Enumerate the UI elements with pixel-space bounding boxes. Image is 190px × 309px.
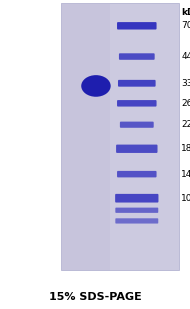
FancyBboxPatch shape xyxy=(115,208,158,213)
Text: 70: 70 xyxy=(181,21,190,30)
FancyBboxPatch shape xyxy=(117,171,157,177)
Text: 10: 10 xyxy=(181,194,190,203)
FancyBboxPatch shape xyxy=(115,218,158,223)
FancyBboxPatch shape xyxy=(117,100,157,107)
Text: 44: 44 xyxy=(181,52,190,61)
Text: 15% SDS-PAGE: 15% SDS-PAGE xyxy=(49,292,141,302)
Text: 33: 33 xyxy=(181,79,190,88)
Bar xyxy=(61,3,179,270)
Ellipse shape xyxy=(81,75,111,97)
FancyBboxPatch shape xyxy=(119,53,155,60)
FancyBboxPatch shape xyxy=(116,145,158,153)
Bar xyxy=(61,3,110,270)
FancyBboxPatch shape xyxy=(117,22,157,30)
FancyBboxPatch shape xyxy=(115,194,158,202)
FancyBboxPatch shape xyxy=(118,80,156,87)
Text: kDa: kDa xyxy=(181,7,190,16)
Text: 14: 14 xyxy=(181,170,190,179)
Text: 18: 18 xyxy=(181,144,190,153)
FancyBboxPatch shape xyxy=(120,122,154,128)
Text: 26: 26 xyxy=(181,99,190,108)
Text: 22: 22 xyxy=(181,120,190,129)
